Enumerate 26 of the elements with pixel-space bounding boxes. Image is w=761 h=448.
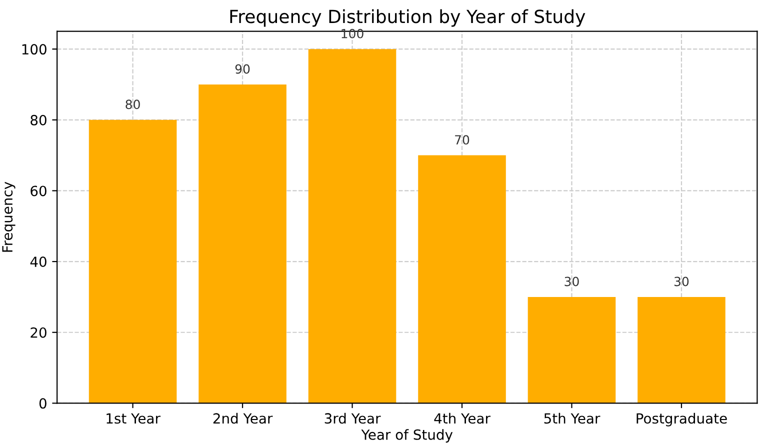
data-label: 30 <box>564 276 579 286</box>
x-tick-label: Postgraduate <box>636 412 727 426</box>
data-label: 30 <box>674 276 689 286</box>
bar <box>418 155 506 404</box>
data-label: 80 <box>126 100 140 110</box>
bar <box>308 49 396 404</box>
y-tick-label: 80 <box>30 114 46 126</box>
x-tick-label: 5th Year <box>544 412 600 424</box>
y-tick-label: 20 <box>30 327 46 338</box>
y-tick-label: 60 <box>30 186 46 196</box>
y-tick-label: 100 <box>22 44 46 55</box>
bar <box>528 296 616 404</box>
bar <box>88 120 177 404</box>
x-tick-label: 2nd Year <box>213 412 273 424</box>
data-label: 90 <box>235 64 250 74</box>
x-tick-label: 4th Year <box>434 412 490 424</box>
data-label: 70 <box>455 135 470 145</box>
x-tick-label: 3rd Year <box>324 412 381 424</box>
chart-title: Frequency Distribution by Year of Study <box>230 9 586 27</box>
bar <box>638 296 726 404</box>
y-tick-label: 40 <box>30 256 46 268</box>
x-axis-title: Year of Study <box>361 429 453 443</box>
y-tick-label: 0 <box>39 398 46 409</box>
x-tick-label: 1st Year <box>106 413 160 424</box>
y-axis-title: Frequency <box>2 182 16 252</box>
bar <box>198 84 286 404</box>
